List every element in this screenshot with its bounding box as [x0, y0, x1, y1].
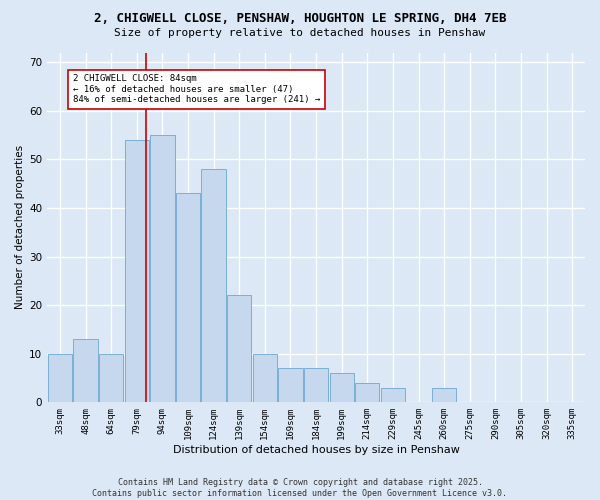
Text: 2, CHIGWELL CLOSE, PENSHAW, HOUGHTON LE SPRING, DH4 7EB: 2, CHIGWELL CLOSE, PENSHAW, HOUGHTON LE … [94, 12, 506, 26]
Bar [278, 368, 302, 402]
Bar [202, 169, 226, 402]
Bar [73, 339, 98, 402]
X-axis label: Distribution of detached houses by size in Penshaw: Distribution of detached houses by size … [173, 445, 460, 455]
Bar [176, 194, 200, 402]
Bar [125, 140, 149, 402]
Bar [381, 388, 405, 402]
Bar [432, 388, 457, 402]
Text: Size of property relative to detached houses in Penshaw: Size of property relative to detached ho… [115, 28, 485, 38]
Bar [227, 296, 251, 403]
Text: Contains HM Land Registry data © Crown copyright and database right 2025.
Contai: Contains HM Land Registry data © Crown c… [92, 478, 508, 498]
Bar [329, 373, 354, 402]
Bar [304, 368, 328, 402]
Y-axis label: Number of detached properties: Number of detached properties [15, 146, 25, 310]
Bar [150, 135, 175, 402]
Bar [99, 354, 124, 403]
Text: 2 CHIGWELL CLOSE: 84sqm
← 16% of detached houses are smaller (47)
84% of semi-de: 2 CHIGWELL CLOSE: 84sqm ← 16% of detache… [73, 74, 320, 104]
Bar [253, 354, 277, 403]
Bar [48, 354, 72, 403]
Bar [355, 383, 379, 402]
